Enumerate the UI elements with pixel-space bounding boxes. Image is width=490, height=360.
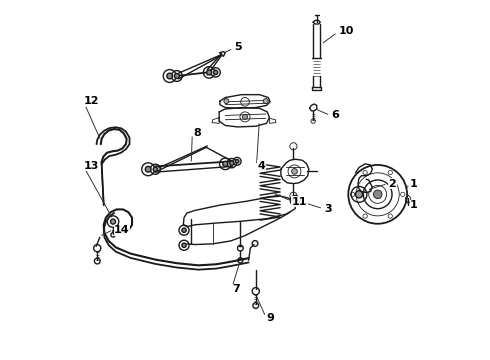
Circle shape [292,168,297,174]
Text: 3: 3 [324,204,332,214]
Text: 11: 11 [292,197,307,207]
Circle shape [182,243,186,247]
Text: 12: 12 [84,96,99,106]
Circle shape [243,114,247,120]
Text: 1: 1 [410,200,417,210]
Circle shape [263,99,269,104]
Circle shape [224,99,229,104]
Circle shape [146,166,151,172]
Text: 13: 13 [84,161,99,171]
Circle shape [182,228,186,232]
Text: 8: 8 [193,129,201,138]
Circle shape [207,70,212,75]
Text: 6: 6 [331,111,339,121]
Circle shape [174,73,179,78]
Text: 9: 9 [267,313,274,323]
Circle shape [230,161,234,165]
Circle shape [293,198,297,203]
Circle shape [373,190,382,199]
Circle shape [214,70,218,75]
Circle shape [111,219,116,224]
Circle shape [153,167,157,171]
Text: 4: 4 [258,161,266,171]
Text: 5: 5 [234,42,242,52]
Text: 10: 10 [338,26,354,36]
Text: 2: 2 [389,179,396,189]
Text: 1: 1 [410,179,417,189]
Text: 14: 14 [114,225,130,235]
Circle shape [235,159,239,163]
Circle shape [167,73,172,79]
Circle shape [355,191,363,198]
Text: 7: 7 [232,284,240,294]
Circle shape [223,161,228,166]
